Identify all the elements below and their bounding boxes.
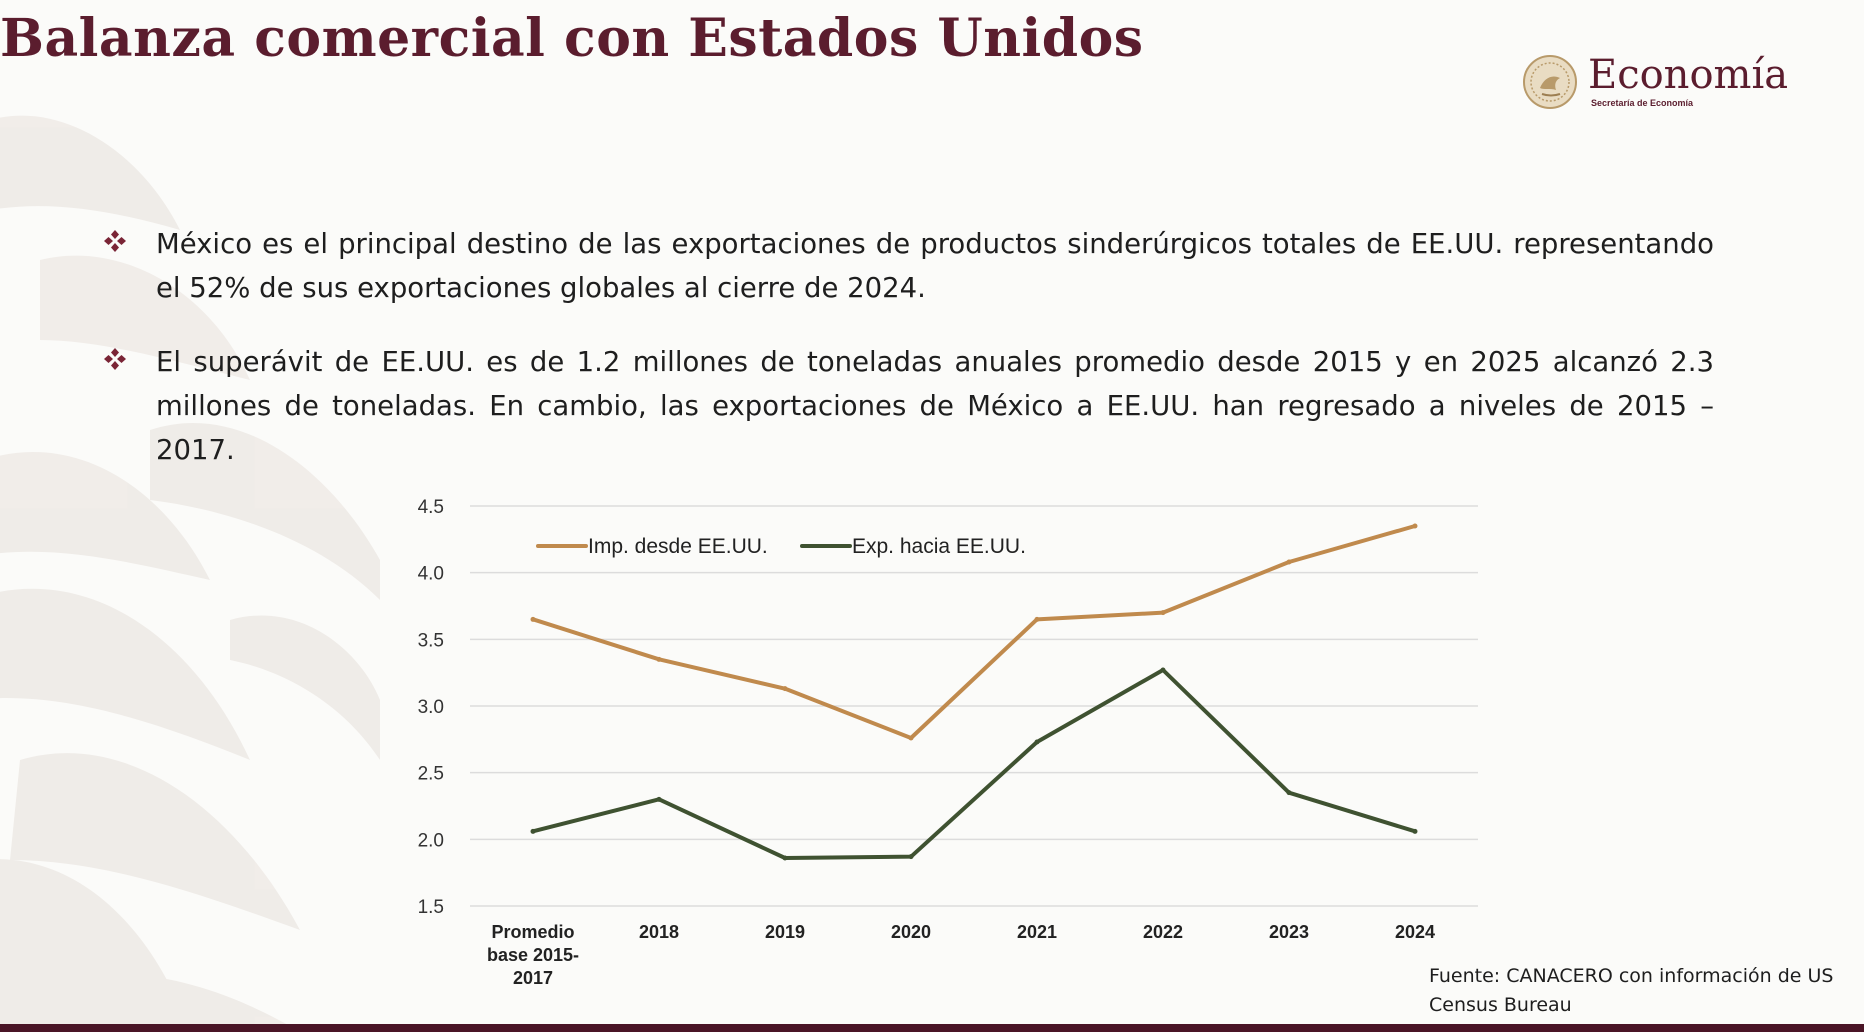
data-point (530, 616, 536, 622)
data-point (656, 656, 662, 662)
x-tick-label: 2023 (1269, 922, 1309, 942)
x-tick-label: 2018 (639, 922, 679, 942)
x-tick-label: base 2015- (487, 945, 579, 965)
diamond-bullet-icon (104, 348, 126, 370)
economia-logo: Economía Secretaría de Economía (1522, 52, 1792, 112)
data-point (1286, 790, 1292, 796)
y-tick-label: 1.5 (418, 897, 444, 918)
y-tick-label: 4.0 (418, 564, 444, 585)
x-tick-label: 2017 (513, 968, 553, 988)
diamond-bullet-icon (104, 230, 126, 252)
logo-subtitle: Secretaría de Economía (1591, 98, 1694, 108)
decorative-leaf-pattern (0, 115, 380, 1032)
series-line-imports (531, 524, 1417, 740)
data-point (656, 796, 662, 802)
data-point (782, 686, 788, 692)
bullet-item: México es el principal destino de las ex… (102, 222, 1714, 310)
bullet-list: México es el principal destino de las ex… (102, 222, 1714, 502)
legend-label: Imp. desde EE.UU. (588, 535, 768, 558)
x-tick-label: 2021 (1017, 922, 1057, 942)
bottom-bar (0, 1024, 1864, 1032)
x-tick-label: 2022 (1143, 922, 1183, 942)
x-tick-label: 2019 (765, 922, 805, 942)
data-point (530, 828, 536, 834)
y-tick-label: 3.0 (418, 697, 444, 718)
data-point (1286, 559, 1292, 565)
bullet-item: El superávit de EE.UU. es de 1.2 millone… (102, 340, 1714, 472)
data-point (908, 735, 914, 741)
y-tick-label: 2.0 (418, 830, 444, 851)
data-point (782, 855, 788, 861)
data-point (1034, 739, 1040, 745)
slide-title: Balanza comercial con Estados Unidos (0, 8, 1144, 69)
series-line-exports (531, 668, 1417, 860)
data-point (1034, 616, 1040, 622)
bullet-text: México es el principal destino de las ex… (156, 228, 1714, 304)
logo-name: Economía (1588, 52, 1789, 98)
bullet-text: El superávit de EE.UU. es de 1.2 millone… (156, 346, 1714, 466)
data-point (1160, 667, 1166, 673)
data-point (1160, 610, 1166, 616)
data-point (908, 854, 914, 860)
data-point (1412, 828, 1418, 834)
x-tick-label: Promedio (491, 922, 574, 942)
x-tick-label: 2024 (1395, 922, 1435, 942)
data-point (1412, 523, 1418, 529)
eagle-seal-icon (1523, 55, 1577, 109)
x-tick-label: 2020 (891, 922, 931, 942)
source-note: Fuente: CANACERO con información de US C… (1429, 965, 1834, 1016)
y-tick-label: 3.5 (418, 630, 444, 651)
y-tick-label: 2.5 (418, 764, 444, 785)
legend-label: Exp. hacia EE.UU. (852, 535, 1026, 558)
